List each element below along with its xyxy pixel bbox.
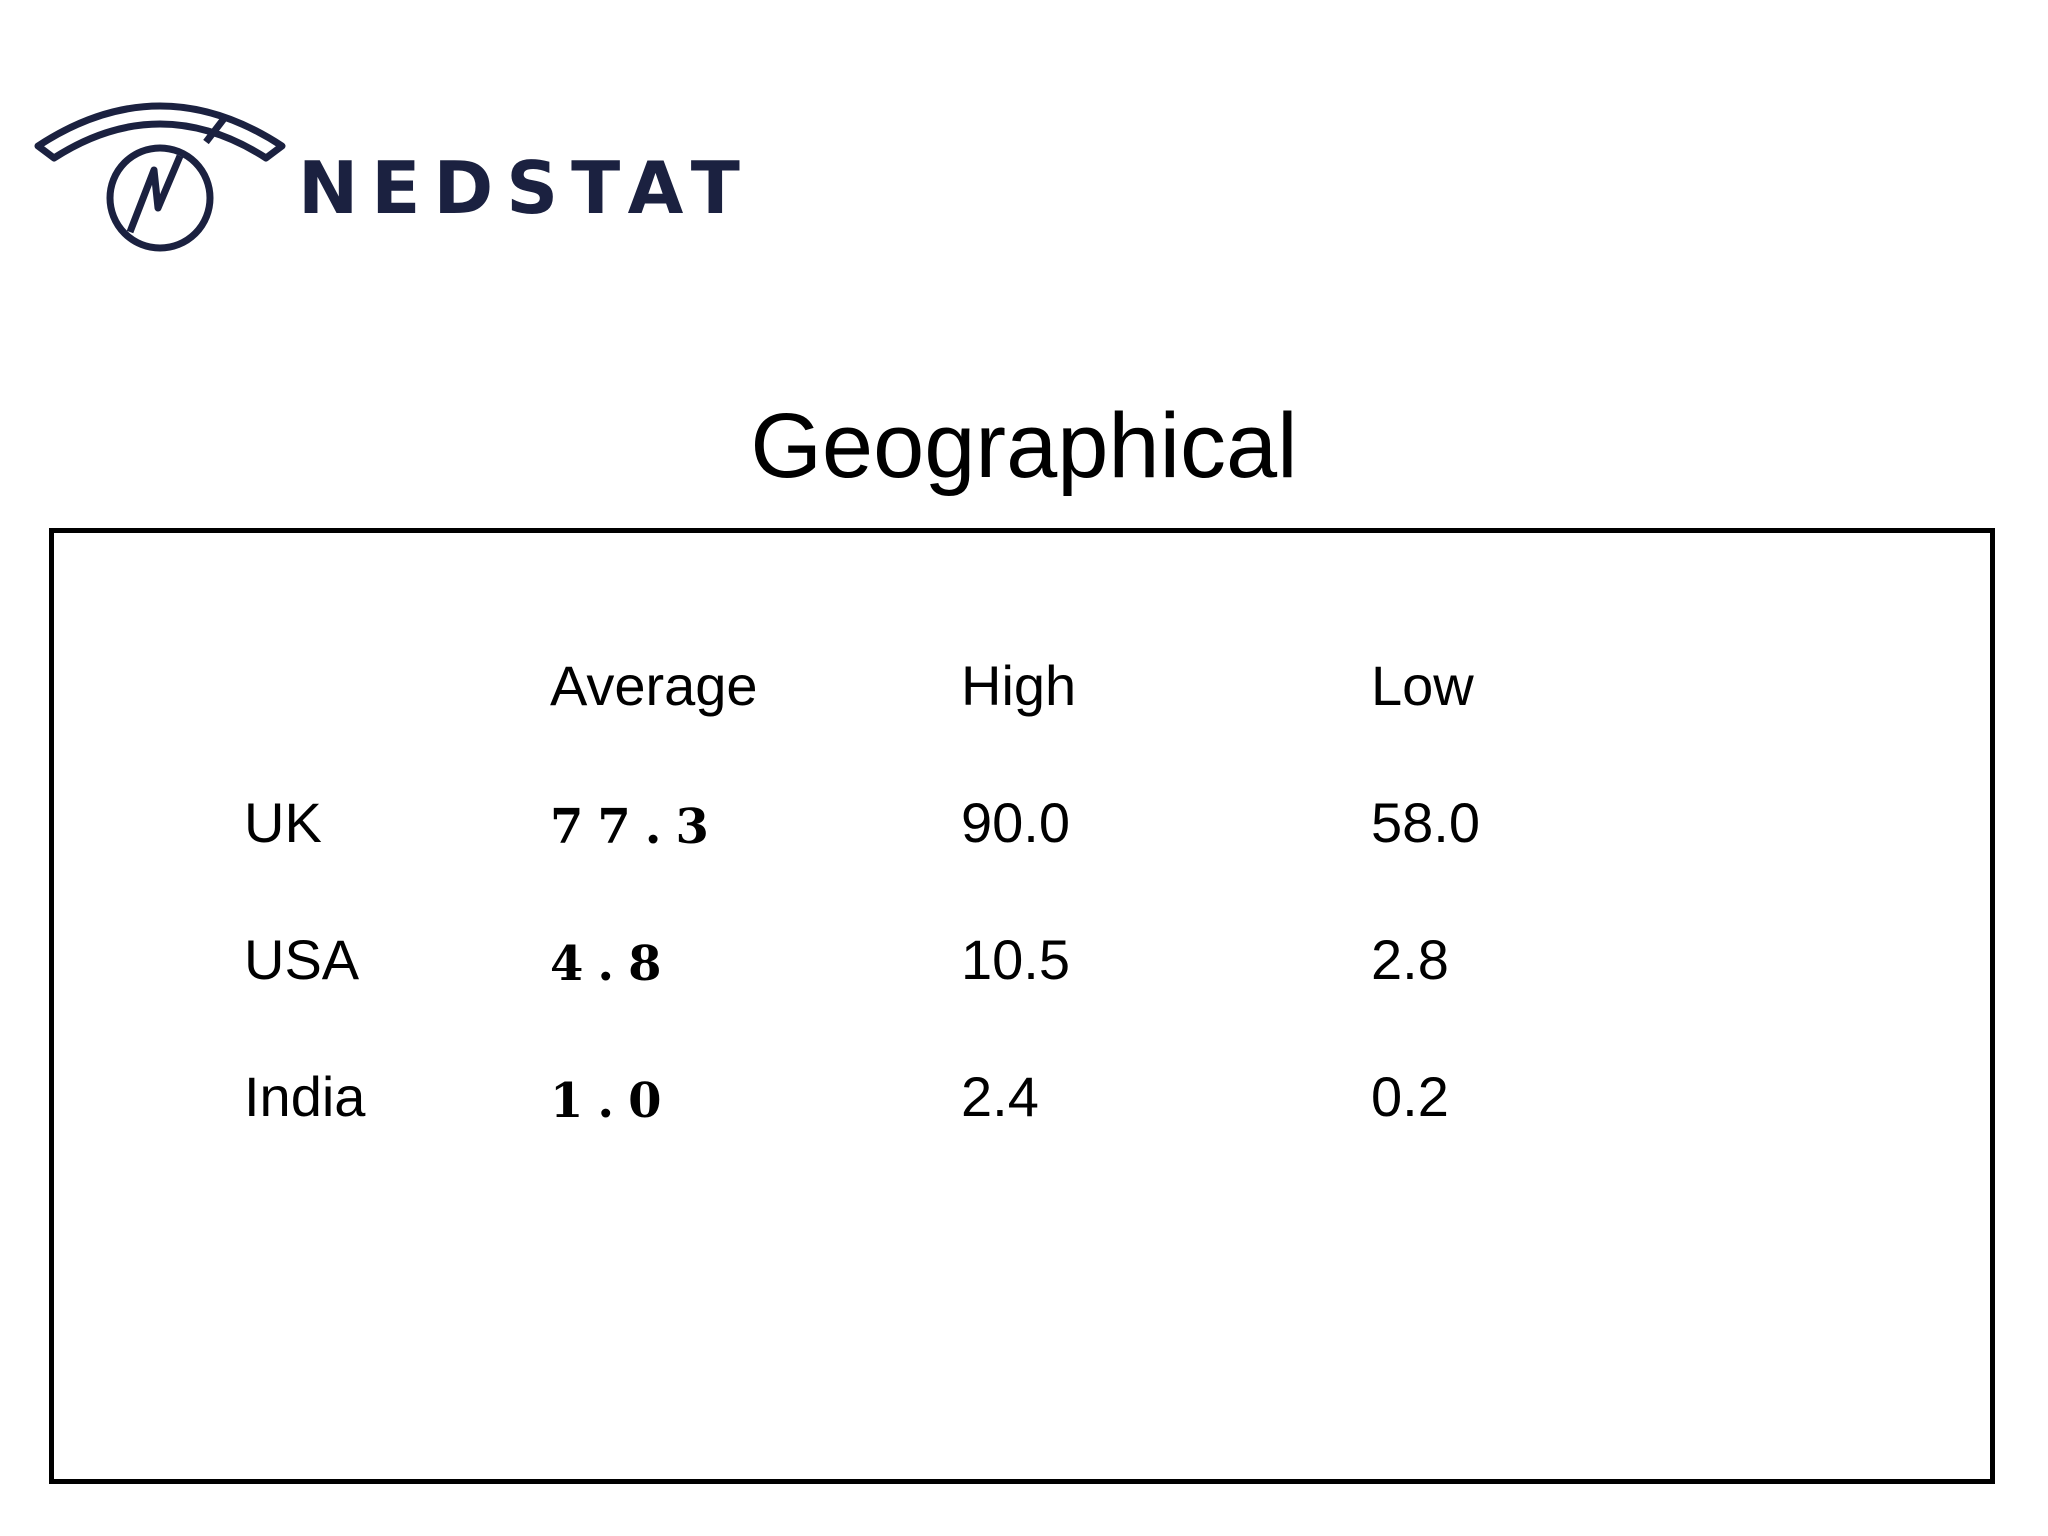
cell-india-low: 0.2 [1371, 1065, 1449, 1128]
row-label-uk: UK [244, 791, 322, 854]
cell-usa-high: 10.5 [961, 928, 1070, 991]
cell-uk-high: 90.0 [961, 791, 1070, 854]
page-title: Geographical [750, 395, 1298, 497]
cell-uk-low: 58.0 [1371, 791, 1480, 854]
cell-usa-low: 2.8 [1371, 928, 1449, 991]
cell-uk-average: 77.3 [550, 799, 723, 855]
row-label-usa: USA [244, 928, 360, 991]
row-label-india: India [244, 1065, 366, 1128]
data-table: Average High Low UK 77.3 90.0 58.0 USA 4… [49, 528, 1995, 1484]
column-header-average: Average [550, 654, 758, 717]
nedstat-logo: NEDSTAT [30, 86, 740, 256]
cell-usa-average: 4.8 [550, 936, 676, 992]
nedstat-meter-icon [34, 102, 286, 252]
cell-india-average: 1.0 [550, 1073, 676, 1129]
logo-wordmark: NEDSTAT [298, 146, 753, 230]
column-header-low: Low [1371, 654, 1474, 717]
column-header-high: High [961, 654, 1077, 717]
cell-india-high: 2.4 [961, 1065, 1039, 1128]
